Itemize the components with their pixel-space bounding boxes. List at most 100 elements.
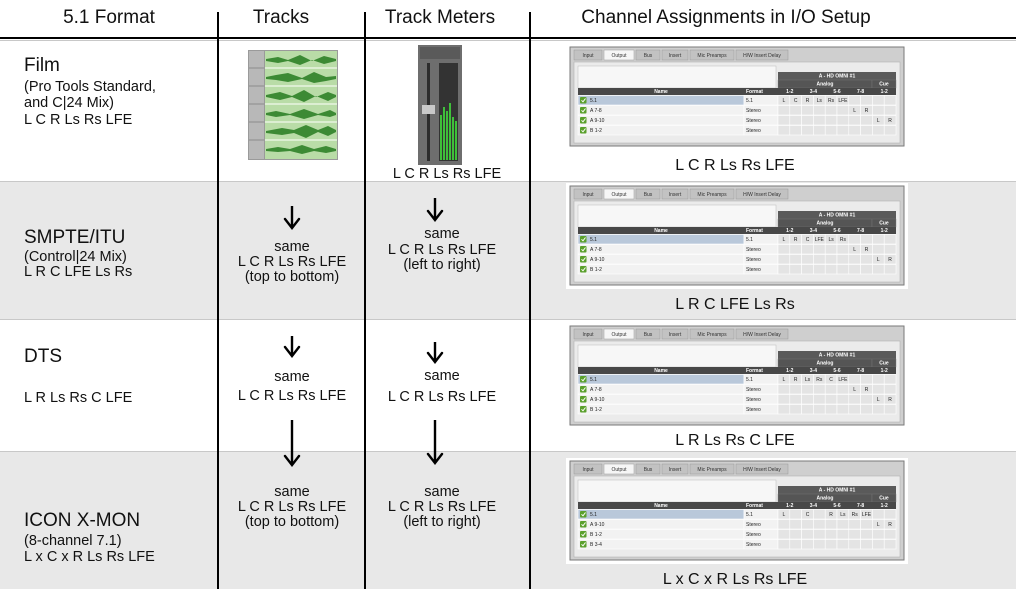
io-row-format: 5.1 [746, 237, 753, 243]
io-device: A - HD OMNI #1 [819, 488, 856, 494]
io-column-header: 1-2 [786, 89, 793, 95]
tracks-note: L C R Ls Rs LFE [237, 499, 347, 515]
io-assignment: L [853, 247, 856, 253]
io-row-format: Stereo [746, 257, 761, 263]
io-tab-label: Input [582, 192, 594, 198]
io-tab-label: Insert [669, 467, 682, 473]
io-cue: Cue [879, 496, 889, 502]
header-cell: Track Meters [384, 7, 496, 28]
io-setup-screenshot: Input Output Bus Insert Mic Preamps H/W Inser… [566, 458, 908, 564]
io-column-header: 3-4 [810, 368, 817, 374]
header-cell: Tracks [252, 7, 310, 28]
io-tab-label: Mic Preamps [697, 53, 727, 59]
format-order: L R C LFE Ls Rs [24, 264, 133, 280]
io-checkbox [580, 256, 587, 263]
io-device: A - HD OMNI #1 [819, 353, 856, 359]
io-assignment: R [794, 237, 798, 243]
down-arrow [283, 206, 301, 230]
header-rule [0, 37, 1016, 39]
io-tab-label: H/W Insert Delay [743, 467, 781, 473]
column-rule [364, 12, 366, 589]
io-row-format: Stereo [746, 267, 761, 273]
down-arrow [283, 336, 301, 358]
io-assignment: Rs [852, 512, 859, 518]
io-assignment: L [783, 98, 786, 104]
io-tab [635, 188, 661, 200]
io-row-name: A 7-8 [590, 387, 602, 393]
io-tab [603, 328, 635, 340]
io-column-header: 5-6 [833, 89, 840, 95]
io-row-name: A 9-10 [590, 397, 605, 403]
io-checkbox [580, 386, 587, 393]
io-assignment: L [783, 512, 786, 518]
io-assignment: Rs [840, 237, 847, 243]
format-note: (Control|24 Mix) [24, 249, 127, 265]
io-row-name: A 7-8 [590, 108, 602, 114]
io-row-format: Stereo [746, 407, 761, 413]
io-tab-label: Input [582, 467, 594, 473]
down-arrow [426, 198, 444, 222]
io-assignment: R [888, 522, 892, 528]
io-assignment: R [865, 108, 869, 114]
io-assignment: L [853, 108, 856, 114]
io-caption: L R C LFE Ls Rs [675, 296, 795, 313]
meters-note: L C R Ls Rs LFE [387, 389, 497, 405]
io-checkbox [580, 117, 587, 124]
io-checkbox [580, 97, 587, 104]
io-tab [603, 188, 635, 200]
io-row-name: 5.1 [590, 512, 597, 518]
io-tab [573, 328, 603, 340]
io-assignment: LFE [838, 98, 848, 104]
format-note: (Pro Tools Standard, [24, 79, 156, 95]
io-tab [661, 328, 689, 340]
io-column-header: Format [746, 368, 763, 374]
io-tab-label: Mic Preamps [697, 467, 727, 473]
io-group: Analog [817, 361, 834, 367]
io-column-header: Name [654, 368, 668, 374]
tracks-note: (top to bottom) [244, 269, 340, 285]
tracks-note: L C R Ls Rs LFE [237, 254, 347, 270]
io-column-header: 7-8 [857, 368, 864, 374]
tracks-note: same [274, 239, 310, 255]
io-tab-label: Mic Preamps [697, 332, 727, 338]
format-order: L C R Ls Rs LFE [24, 112, 133, 128]
io-tab [689, 463, 735, 475]
io-checkbox [580, 396, 587, 403]
io-assignment: L [877, 257, 880, 263]
io-row-name: A 7-8 [590, 247, 602, 253]
io-row-format: Stereo [746, 522, 761, 528]
io-assignment: Ls [840, 512, 846, 518]
io-tab-label: Bus [644, 332, 653, 338]
io-column-header: 1-2 [786, 228, 793, 234]
io-assignment: R [829, 512, 833, 518]
io-checkbox [580, 376, 587, 383]
io-tab-label: Output [611, 332, 627, 338]
io-row-format: Stereo [746, 387, 761, 393]
io-checkbox [580, 521, 587, 528]
io-assignment: Ls [828, 237, 834, 243]
io-column-header: Format [746, 89, 763, 95]
io-assignment: R [865, 387, 869, 393]
io-tab-label: Output [611, 192, 627, 198]
meters-note: same [424, 368, 460, 384]
io-checkbox [580, 107, 587, 114]
io-row-name: B 3-4 [590, 542, 602, 548]
io-assignment: C [829, 377, 833, 383]
io-setup-screenshot: Input Output Bus Insert Mic Preamps H/W Inser… [566, 44, 908, 150]
header-cell: Channel Assignments in I/O Setup [581, 7, 871, 28]
io-assignment: Ls [817, 98, 823, 104]
io-column-header: 5-6 [833, 503, 840, 509]
meters-note: L C R Ls Rs LFE [387, 499, 497, 515]
io-tab [689, 328, 735, 340]
column-rule [529, 12, 531, 589]
io-tab-label: Insert [669, 332, 682, 338]
io-cue: Cue [879, 361, 889, 367]
io-row-name: B 1-2 [590, 532, 602, 538]
io-setup-screenshot: Input Output Bus Insert Mic Preamps H/W Inser… [566, 183, 908, 289]
format-order: L R Ls Rs C LFE [24, 390, 133, 406]
format-name: ICON X-MON [24, 510, 141, 531]
io-tab-label: Input [582, 332, 594, 338]
io-tab [661, 188, 689, 200]
io-row-name: B 1-2 [590, 267, 602, 273]
